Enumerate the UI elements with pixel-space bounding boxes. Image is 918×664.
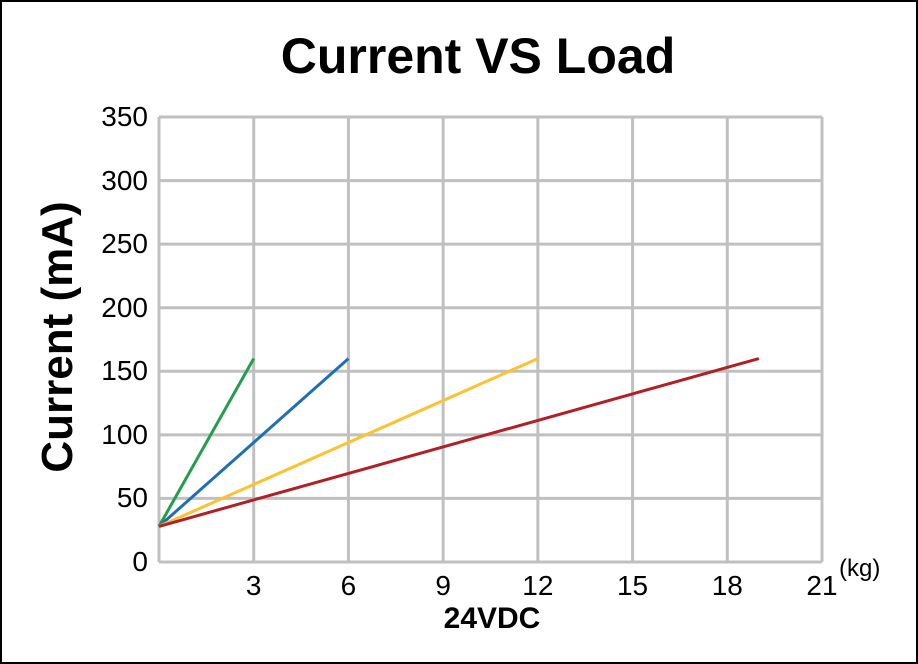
- x-tick-label: 12: [522, 570, 554, 601]
- series-line-blue: [158, 357, 350, 528]
- y-tick-label: 350: [101, 101, 148, 132]
- series-line-red: [158, 357, 760, 528]
- y-tick-label: 300: [101, 164, 148, 196]
- y-tick-label: 50: [116, 482, 148, 514]
- x-tick-label: 6: [340, 570, 357, 601]
- x-tick-label: 18: [711, 570, 743, 601]
- y-tick-label: 250: [101, 228, 148, 260]
- x-axis-title: 24VDC: [443, 602, 541, 635]
- series-line-yellow: [158, 357, 539, 528]
- y-tick-label: 200: [101, 291, 148, 323]
- series-line-green: [157, 357, 256, 528]
- x-tick-label: 9: [435, 570, 451, 601]
- chart-title: Current VS Load: [280, 28, 676, 84]
- x-tick-label: 3: [245, 570, 262, 601]
- y-tick-label: 0: [132, 546, 148, 577]
- x-tick-label: 21: [806, 570, 838, 601]
- y-tick-label: 100: [101, 418, 148, 450]
- y-tick-label: 150: [101, 355, 148, 387]
- plot-area: [157, 115, 824, 564]
- x-tick-label: 15: [616, 570, 649, 601]
- x-unit-label: (kg): [839, 555, 881, 582]
- y-axis-title: Current (mA): [33, 201, 82, 473]
